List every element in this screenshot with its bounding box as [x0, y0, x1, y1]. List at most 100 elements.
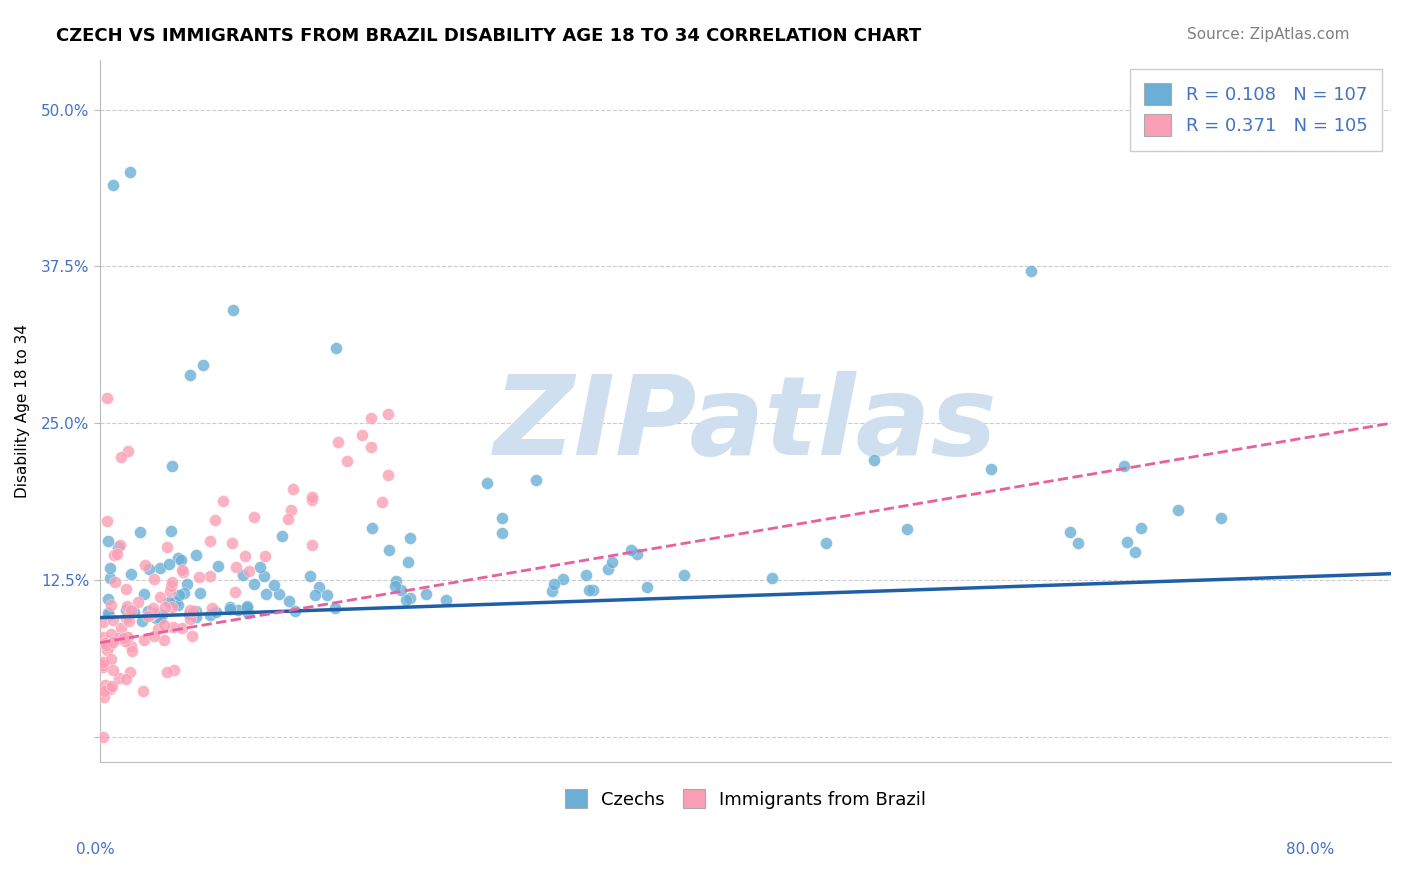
- Point: [896, 522, 918, 536]
- Point: [233, 549, 256, 564]
- Point: [155, 540, 177, 554]
- Point: [254, 586, 277, 600]
- Point: [155, 665, 177, 679]
- Point: [127, 595, 149, 609]
- Point: [277, 512, 299, 526]
- Point: [96, 638, 118, 652]
- Point: [93, 636, 115, 650]
- Point: [103, 613, 125, 627]
- Point: [491, 510, 513, 524]
- Point: [360, 410, 382, 425]
- Point: [491, 526, 513, 541]
- Point: [170, 553, 193, 567]
- Point: [115, 599, 138, 613]
- Point: [101, 663, 124, 677]
- Point: [761, 571, 783, 585]
- Point: [114, 582, 136, 596]
- Point: [167, 598, 190, 612]
- Point: [98, 561, 121, 575]
- Point: [578, 582, 600, 597]
- Point: [636, 581, 658, 595]
- Point: [600, 555, 623, 569]
- Point: [132, 632, 155, 647]
- Point: [184, 604, 207, 618]
- Point: [143, 607, 166, 621]
- Point: [1129, 521, 1152, 535]
- Point: [105, 547, 128, 561]
- Point: [101, 635, 124, 649]
- Point: [396, 555, 419, 569]
- Point: [815, 536, 838, 550]
- Point: [107, 541, 129, 555]
- Point: [108, 538, 131, 552]
- Point: [120, 639, 142, 653]
- Point: [249, 560, 271, 574]
- Point: [132, 683, 155, 698]
- Point: [204, 513, 226, 527]
- Point: [524, 473, 547, 487]
- Point: [1066, 536, 1088, 550]
- Point: [398, 531, 420, 545]
- Point: [350, 427, 373, 442]
- Point: [93, 684, 115, 698]
- Point: [371, 495, 394, 509]
- Point: [183, 604, 205, 618]
- Point: [308, 580, 330, 594]
- Point: [112, 631, 135, 645]
- Point: [104, 575, 127, 590]
- Point: [131, 614, 153, 628]
- Point: [149, 612, 172, 626]
- Point: [184, 610, 207, 624]
- Point: [91, 659, 114, 673]
- Point: [179, 612, 201, 626]
- Point: [1209, 511, 1232, 525]
- Point: [269, 587, 291, 601]
- Point: [142, 600, 165, 615]
- Point: [142, 629, 165, 643]
- Point: [150, 608, 173, 623]
- Point: [93, 636, 115, 650]
- Point: [1019, 264, 1042, 278]
- Point: [207, 559, 229, 574]
- Point: [115, 611, 138, 625]
- Point: [91, 655, 114, 669]
- Point: [1059, 524, 1081, 539]
- Point: [301, 538, 323, 552]
- Point: [541, 584, 564, 599]
- Point: [120, 603, 142, 617]
- Point: [160, 575, 183, 590]
- Point: [224, 584, 246, 599]
- Point: [278, 594, 301, 608]
- Point: [385, 574, 408, 588]
- Point: [198, 534, 221, 549]
- Point: [415, 587, 437, 601]
- Point: [172, 566, 194, 580]
- Point: [188, 570, 211, 584]
- Point: [238, 564, 260, 578]
- Point: [103, 548, 125, 562]
- Point: [114, 672, 136, 686]
- Point: [173, 586, 195, 600]
- Point: [93, 690, 115, 705]
- Point: [101, 178, 124, 192]
- Point: [551, 573, 574, 587]
- Point: [138, 562, 160, 576]
- Point: [389, 583, 412, 598]
- Point: [263, 577, 285, 591]
- Point: [271, 529, 294, 543]
- Point: [626, 547, 648, 561]
- Point: [179, 368, 201, 382]
- Point: [114, 602, 136, 616]
- Point: [238, 607, 260, 621]
- Point: [377, 543, 399, 558]
- Point: [96, 643, 118, 657]
- Point: [170, 621, 193, 635]
- Point: [145, 611, 167, 625]
- Point: [129, 525, 152, 540]
- Point: [91, 630, 114, 644]
- Point: [219, 599, 242, 614]
- Point: [399, 591, 422, 605]
- Point: [172, 563, 194, 577]
- Point: [221, 535, 243, 549]
- Point: [361, 520, 384, 534]
